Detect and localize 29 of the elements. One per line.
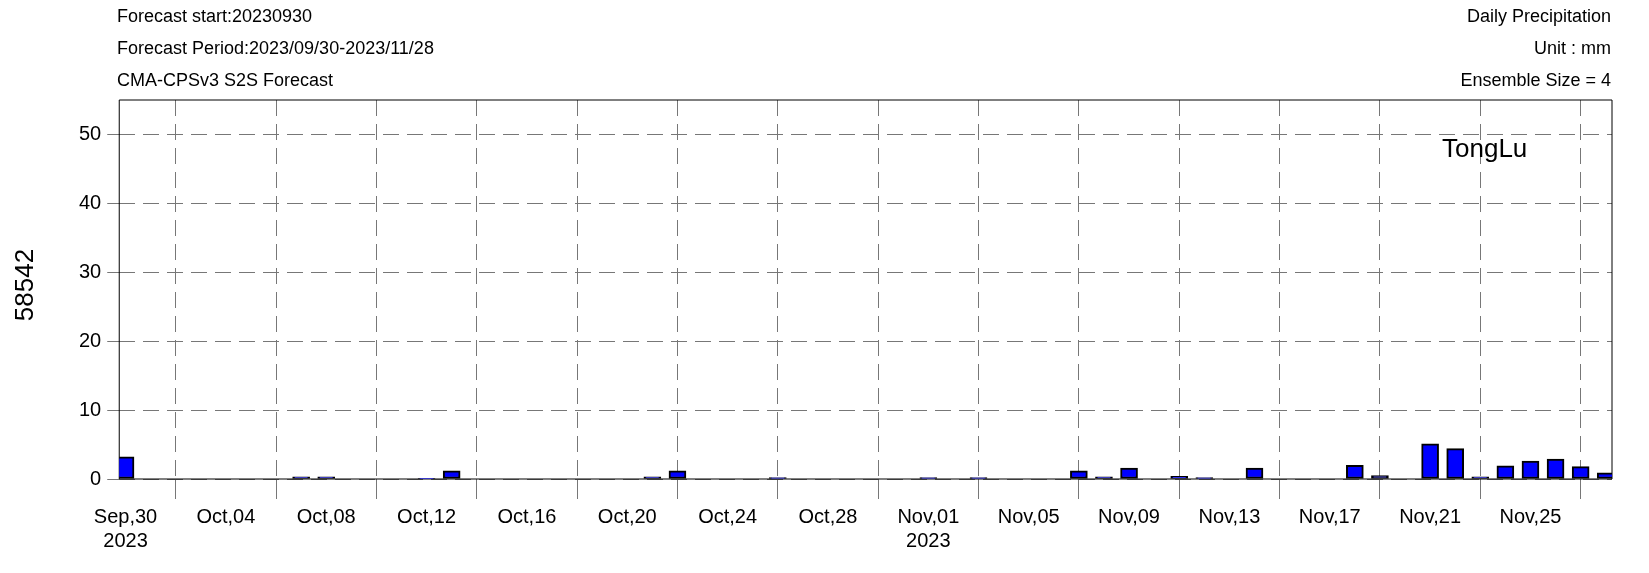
x-tick-label: Sep,30 2023 (93, 504, 158, 551)
x-tick-label: Oct,04 (196, 504, 256, 527)
text: Forecast Period:2023/09/30-2023/11/28 (117, 38, 434, 58)
text: Forecast start:20230930 (117, 6, 313, 26)
text: CMA-CPSv3 S2S Forecast (117, 70, 334, 90)
y-tick-label: 0 (90, 466, 102, 489)
chart-title: Daily Precipitation (1466, 6, 1611, 26)
chart-subtitle: Unit : mm (1533, 38, 1611, 58)
x-tick-label: Oct,08 (296, 504, 356, 527)
x-tick-label: Nov,09 (1098, 504, 1160, 527)
x-tick-label: Nov,17 (1298, 504, 1361, 527)
y-tick-label: 10 (79, 397, 102, 420)
x-tick-label: Oct,16 (497, 504, 557, 527)
x-tick-label: Oct,12 (397, 504, 457, 527)
annotation: TongLu (1442, 133, 1528, 163)
y-tick-label: 30 (79, 259, 102, 282)
y-axis-title: 58542 (9, 248, 40, 322)
y-tick-label: 40 (79, 190, 102, 213)
y-tick-label: 50 (79, 121, 102, 144)
text: Ensemble Size = 4 (1460, 70, 1611, 90)
x-tick-label: Nov,25 (1499, 504, 1562, 527)
x-tick-label: Nov,21 (1399, 504, 1462, 527)
x-tick-label: Nov,01 2023 (897, 504, 960, 551)
x-tick-label: Oct,20 (597, 504, 657, 527)
x-tick-label: Nov,05 (997, 504, 1060, 527)
x-tick-label: Oct,24 (698, 504, 758, 527)
x-tick-label: Oct,28 (798, 504, 858, 527)
y-tick-label: 20 (79, 328, 102, 351)
x-tick-label: Nov,13 (1198, 504, 1261, 527)
